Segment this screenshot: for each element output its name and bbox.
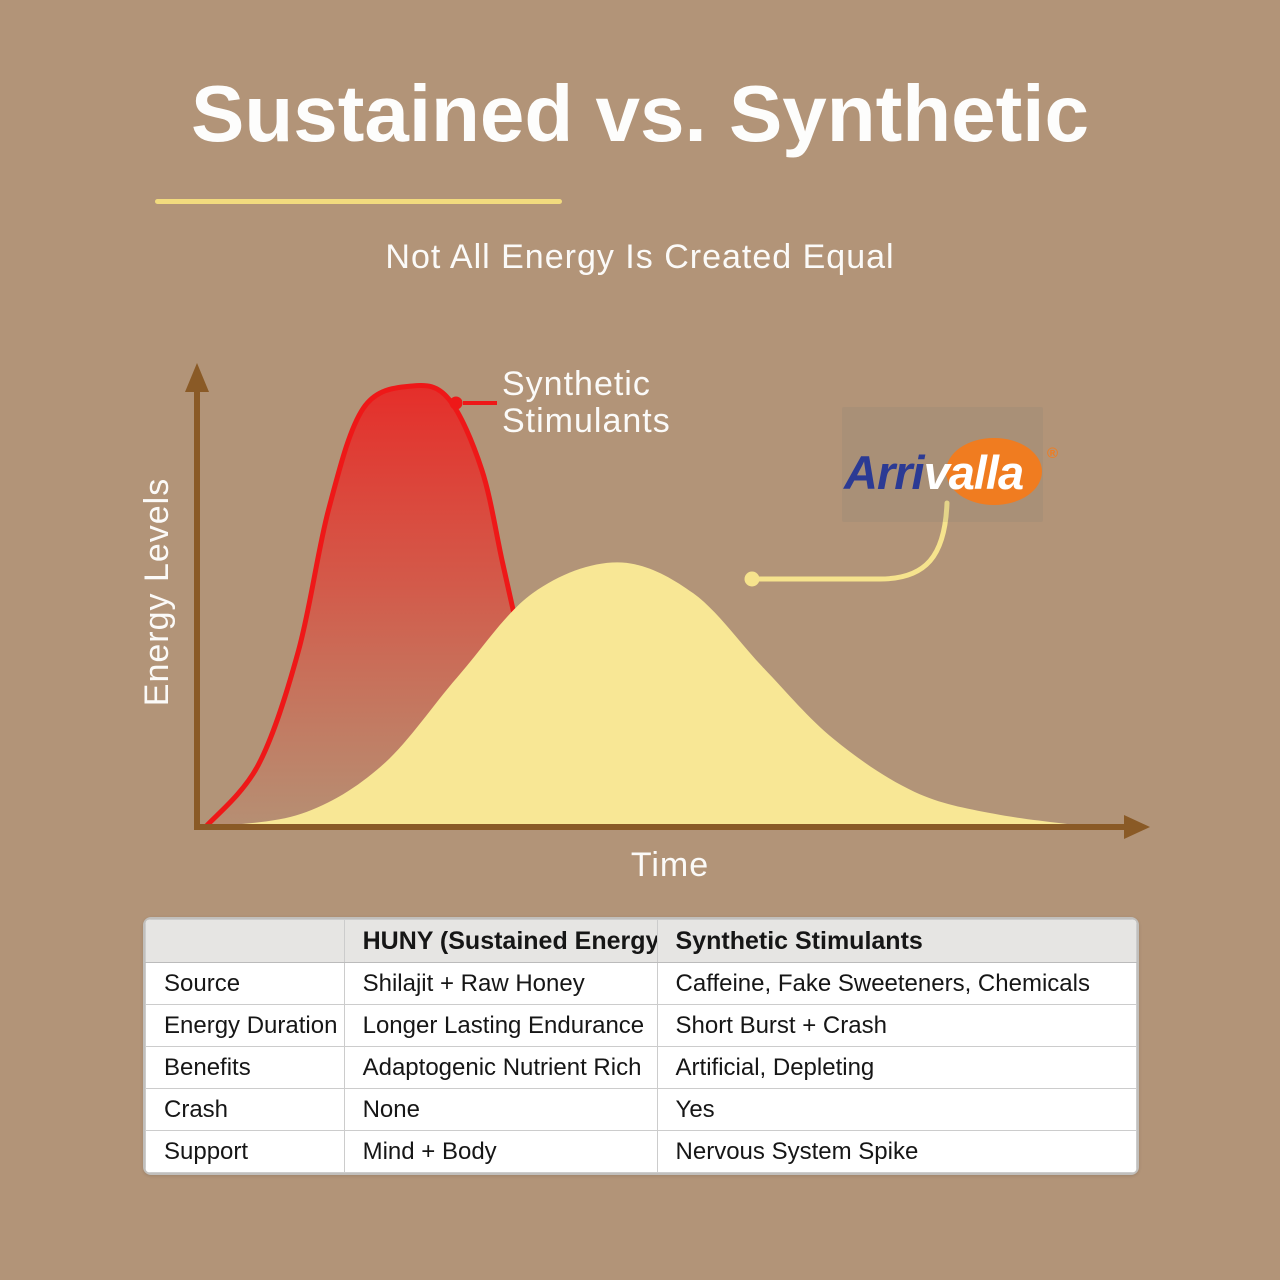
table-row: Benefits Adaptogenic Nutrient Rich Artif… [145,1046,1137,1089]
row-label: Support [145,1130,345,1173]
page-subtitle: Not All Energy Is Created Equal [385,238,895,276]
row-label: Source [145,962,345,1005]
header-feature-cell [145,919,345,963]
table-header-row: HUNY (Sustained Energy) Synthetic Stimul… [145,919,1137,963]
table-row: Crash None Yes [145,1088,1137,1131]
synthetic-value: Short Burst + Crash [656,1004,1137,1047]
x-axis-arrowhead [1124,815,1150,839]
synthetic-value: Caffeine, Fake Sweeteners, Chemicals [656,962,1137,1005]
synthetic-callout-dot [449,396,463,410]
logo-ellipse [946,438,1042,505]
comparison-table: HUNY (Sustained Energy) Synthetic Stimul… [143,917,1139,1175]
huny-value: None [343,1088,658,1131]
row-label: Energy Duration [145,1004,345,1047]
table-row: Energy Duration Longer Lasting Endurance… [145,1004,1137,1047]
page-title: Sustained vs. Synthetic [190,69,1090,158]
header-synthetic-cell: Synthetic Stimulants [656,919,1137,963]
synthetic-value: Artificial, Depleting [656,1046,1137,1089]
huny-value: Mind + Body [343,1130,658,1173]
y-axis-label: Energy Levels [138,477,176,707]
header-huny-cell: HUNY (Sustained Energy) [343,919,658,963]
sustained-curve-fill [205,562,1094,827]
huny-value: Shilajit + Raw Honey [343,962,658,1005]
row-label: Benefits [145,1046,345,1089]
logo-wordmark: Arrivalla [844,445,1025,500]
huny-value: Longer Lasting Endurance [343,1004,658,1047]
title-underline [155,199,562,204]
arrivalla-logo: Arrivalla ® [842,407,1060,525]
synthetic-value: Yes [656,1088,1137,1131]
x-axis-label: Time [630,846,710,884]
synthetic-value: Nervous System Spike [656,1130,1137,1173]
row-label: Crash [145,1088,345,1131]
table-row: Support Mind + Body Nervous System Spike [145,1130,1137,1173]
huny-value: Adaptogenic Nutrient Rich [343,1046,658,1089]
logo-text-blue: Arri [844,446,925,499]
y-axis-arrowhead [185,363,209,392]
synthetic-curve-label: Synthetic Stimulants [502,365,671,440]
logo-text-white: valla [923,446,1025,499]
registered-mark: ® [1047,445,1059,462]
sustained-callout-line [749,500,950,582]
table-row: Source Shilajit + Raw Honey Caffeine, Fa… [145,962,1137,1005]
